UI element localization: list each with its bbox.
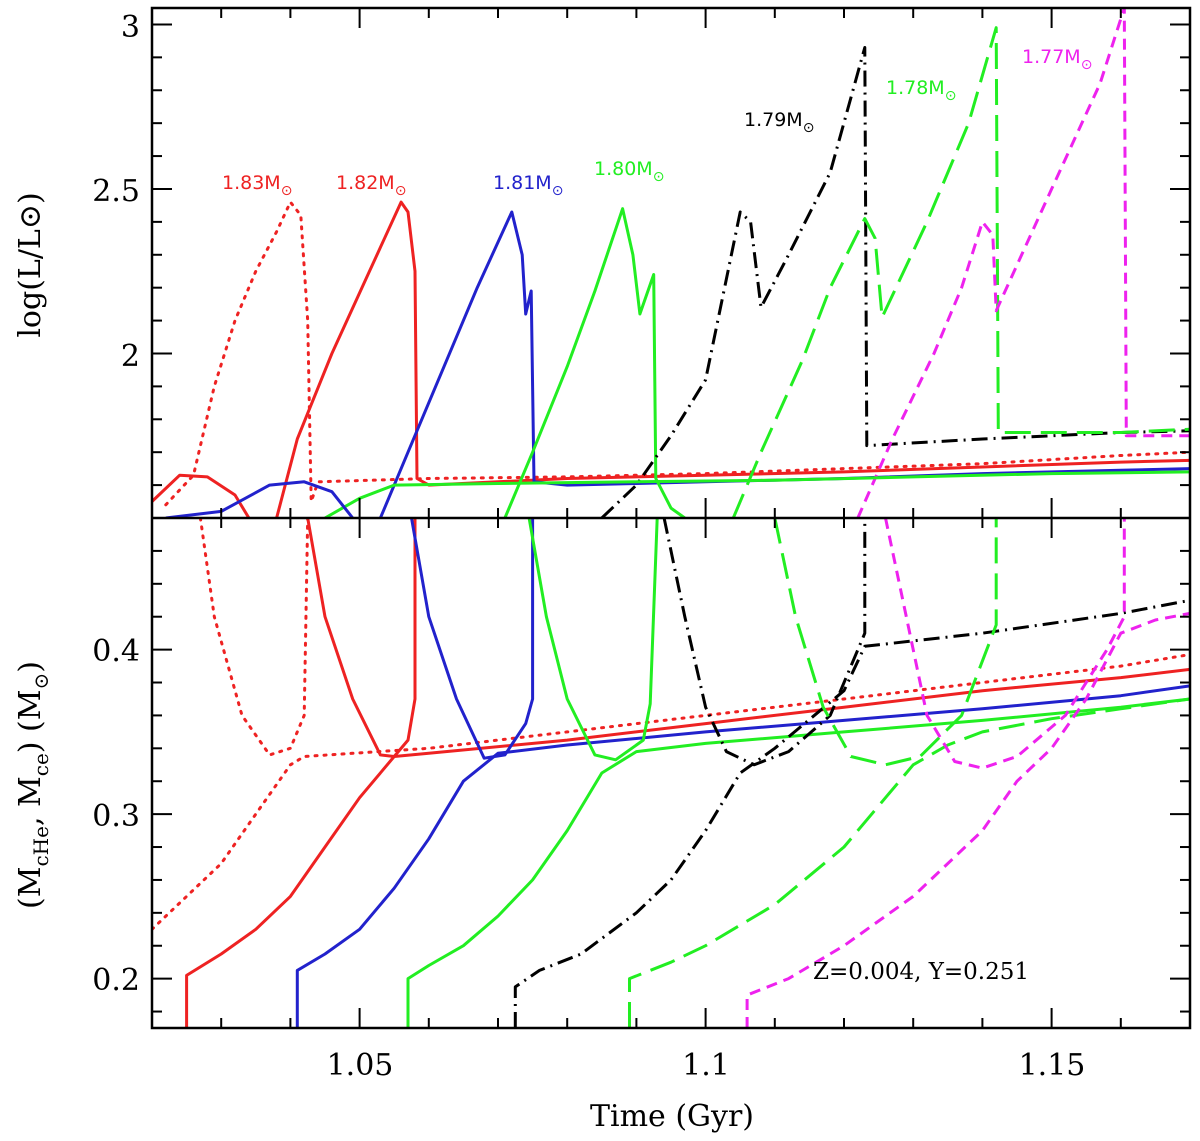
xtick-label: 1.1 (682, 1048, 730, 1083)
axis-ticks (151, 8, 1191, 1028)
bottom-series-line-13 (884, 518, 1126, 770)
bottom-series-line-0 (152, 653, 1190, 931)
mass-label-1-81: 1.81M⊙ (493, 172, 563, 199)
bottom-ytick-label: 0.4 (92, 634, 140, 669)
mass-label-sym: ⊙ (281, 183, 293, 199)
x-axis-title: Time (Gyr) (590, 1099, 754, 1134)
mass-label-text: 1.82M (336, 172, 395, 194)
top-series-line-8 (152, 473, 251, 518)
bottom-series-line-10 (628, 697, 1190, 1028)
mass-label-1-83: 1.83M⊙ (222, 172, 292, 199)
mass-label-sym: ⊙ (552, 183, 564, 199)
mass-label-text: 1.78M (886, 77, 945, 99)
bottom-series-line-7 (527, 518, 659, 762)
bottom-y-axis-title: (McHe, Mce) (M⊙) (13, 661, 53, 909)
ylabel-part: ) (13, 661, 48, 673)
ylabel-subscript: ce (29, 753, 53, 776)
bottom-ytick-label: 0.2 (92, 963, 140, 998)
mass-label-sym: ⊙ (653, 169, 665, 185)
mass-label-text: 1.80M (594, 158, 653, 180)
mass-label-sym: ⊙ (395, 183, 407, 199)
bottom-series-line-12 (745, 611, 1190, 1028)
mass-label-text: 1.79M (744, 109, 803, 131)
bottom-series-line-9 (662, 518, 867, 767)
mass-label-sym: ⊙ (1081, 57, 1093, 73)
bottom-series-line-5 (410, 518, 535, 760)
top-y-axis-title: log(L/L⊙) (13, 192, 48, 337)
top-series-line-5 (731, 26, 1190, 518)
ylabel-subscript: cHe (29, 826, 53, 866)
top-series-line-4 (600, 46, 1190, 518)
top-series-line-1 (275, 200, 1190, 518)
bottom-series-line-11 (773, 518, 998, 767)
mass-label-sym: ⊙ (945, 88, 957, 104)
ylabel-part: (M (13, 867, 48, 909)
bottom-series-line-4 (295, 684, 1190, 1028)
mass-label-1-82: 1.82M⊙ (336, 172, 406, 199)
xtick-label: 1.15 (1019, 1048, 1086, 1083)
mass-label-1-78: 1.78M⊙ (886, 77, 956, 104)
bottom-ytick-label: 0.3 (92, 799, 140, 834)
bottom-series-line-3 (306, 518, 417, 758)
top-ytick-label: 2.5 (92, 174, 140, 209)
top-panel-series (152, 8, 1190, 518)
xtick-label: 1.05 (327, 1048, 394, 1083)
top-ytick-label: 3 (121, 10, 140, 45)
bottom-series-line-6 (406, 697, 1190, 1028)
top-series-line-6 (856, 8, 1190, 518)
mass-label-text: 1.77M (1022, 46, 1081, 68)
ylabel-part: , M (13, 776, 48, 826)
mass-label-text: 1.81M (493, 172, 552, 194)
top-ytick-label: 2 (121, 339, 140, 374)
bottom-panel-series (152, 518, 1190, 1028)
bottom-series-line-8 (513, 598, 1190, 1028)
top-series-line-9 (165, 480, 354, 518)
composition-annotation: Z=0.004, Y=0.251 (813, 959, 1029, 985)
top-series-line-3 (503, 207, 686, 518)
mass-label-1-79: 1.79M⊙ (744, 109, 814, 136)
mass-label-1-80: 1.80M⊙ (594, 158, 664, 185)
bottom-series-line-1 (198, 518, 310, 757)
bottom-series-line-2 (185, 667, 1190, 1028)
ylabel-part: ) (M (13, 690, 48, 754)
mass-label-sym: ⊙ (803, 120, 815, 136)
mass-label-text: 1.83M (222, 172, 281, 194)
mass-label-1-77: 1.77M⊙ (1022, 46, 1092, 73)
top-series-line-7 (324, 470, 1190, 518)
top-series-line-0 (164, 200, 1190, 507)
ylabel-subscript: ⊙ (29, 673, 53, 690)
